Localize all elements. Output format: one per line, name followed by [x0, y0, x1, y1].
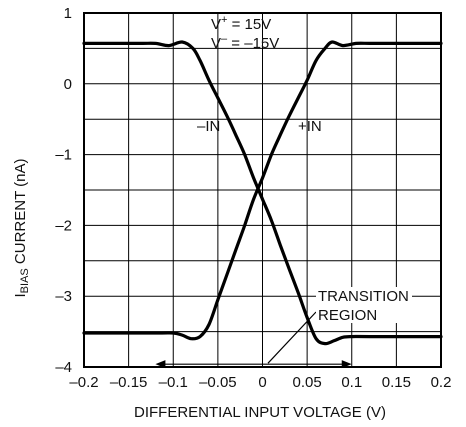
x-tick-labels: –0.2 –0.15 –0.1 –0.05 0 0.05 0.1 0.15 0.2 [69, 374, 451, 391]
x-tick-label-5: 0.05 [293, 374, 322, 391]
transition-arrowhead-left [155, 360, 166, 369]
series-line-plus-in [82, 40, 443, 341]
y-tick-label-0: 1 [64, 5, 72, 22]
vplus-condition: V+ = 15V [211, 14, 271, 33]
plot-frame [83, 12, 442, 368]
series-label-plus-in: +IN [298, 118, 322, 135]
y-axis-title: IBIAS CURRENT (nA) [12, 159, 31, 298]
transition-arrowhead-right [341, 360, 352, 369]
transition-label-line2: REGION [318, 307, 377, 324]
transition-pointer [267, 311, 317, 364]
series-label-minus-in: –IN [197, 118, 220, 135]
y-tick-label-1: 0 [64, 76, 72, 93]
x-tick-label-0: –0.2 [69, 374, 98, 391]
y-tick-label-4: –3 [55, 288, 72, 305]
x-tick-label-4: 0 [258, 374, 266, 391]
transition-label-backdrop [316, 287, 412, 323]
y-tick-labels: 1 0 –1 –2 –3 –4 [55, 5, 72, 376]
x-tick-label-2: –0.1 [159, 374, 188, 391]
x-tick-label-1: –0.15 [110, 374, 148, 391]
transition-annotation [155, 311, 352, 369]
x-tick-label-6: 0.1 [341, 374, 362, 391]
x-tick-label-7: 0.15 [382, 374, 411, 391]
vminus-condition: V– = –15V [211, 33, 279, 52]
y-tick-label-3: –2 [55, 217, 72, 234]
x-axis-title: DIFFERENTIAL INPUT VOLTAGE (V) [134, 404, 386, 421]
curves [82, 40, 443, 346]
y-tick-label-2: –1 [55, 147, 72, 164]
y-tick-label-5: –4 [55, 359, 72, 376]
transition-label-line1: TRANSITION [318, 288, 409, 305]
x-tick-label-3: –0.05 [199, 374, 237, 391]
x-tick-label-8: 0.2 [431, 374, 452, 391]
